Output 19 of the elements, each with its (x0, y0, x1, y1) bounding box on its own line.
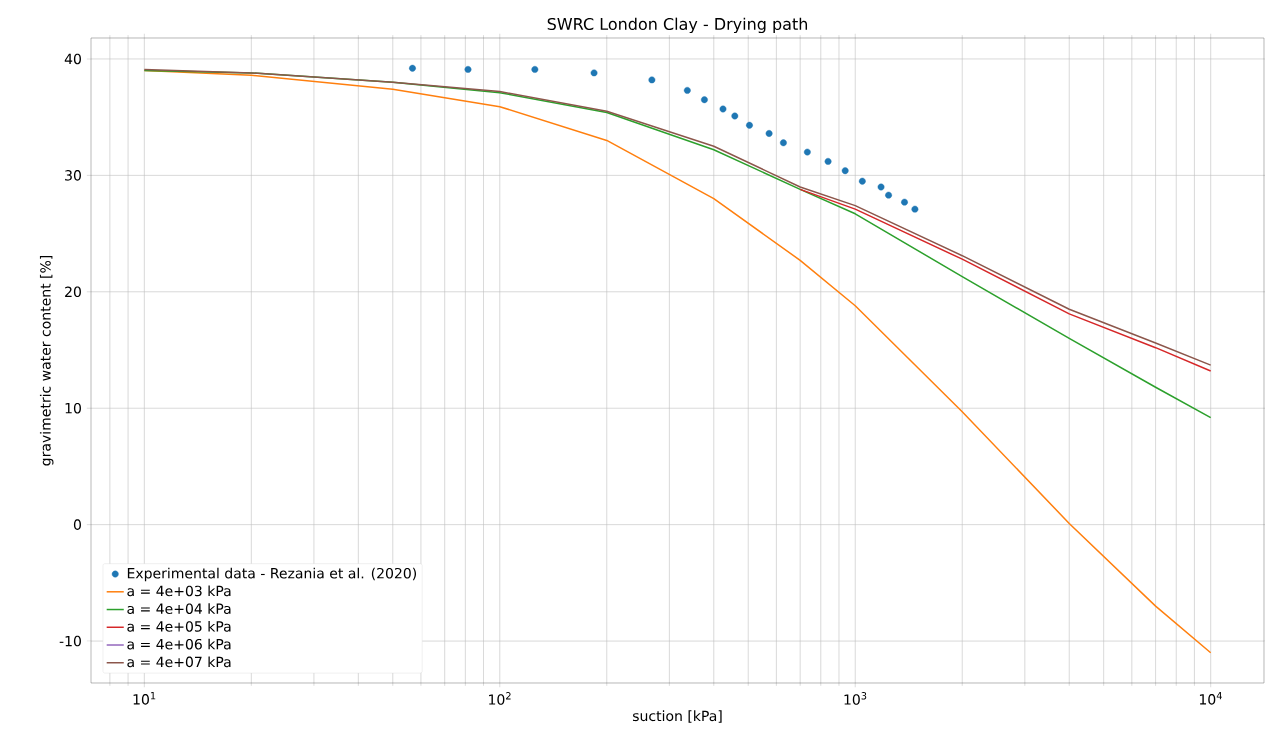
x-axis-title: suction [kPa] (632, 710, 722, 723)
x-tick-label: 10$^{2}$ (489, 692, 511, 705)
x-tick-label: 10$^{3}$ (844, 692, 867, 705)
legend-label: a = 4e+05 kPa (127, 620, 231, 632)
legend-label: a = 4e+03 kPa (127, 585, 231, 597)
x-tick-label: 10$^{1}$ (133, 692, 156, 705)
y-tick-label: 40 (64, 53, 81, 65)
chart-title: SWRC London Clay - Drying path (547, 17, 808, 34)
legend-label: a = 4e+04 kPa (127, 603, 231, 615)
y-axis-title: gravimetric water content [%] (39, 255, 54, 466)
y-tick-label: 30 (65, 170, 81, 181)
y-tick-label: 0 (73, 519, 81, 530)
y-tick-label: 20 (65, 286, 81, 298)
x-tick-label: 10$^{4}$ (1199, 692, 1222, 705)
y-tick-label: 10 (65, 402, 81, 414)
y-tick-label: -10 (59, 635, 81, 647)
legend-label: Experimental data - Rezania et al. (2020) (127, 567, 417, 582)
legend-label: a = 4e+06 kPa (127, 638, 231, 650)
legend-label: a = 4e+07 kPa (127, 656, 231, 668)
